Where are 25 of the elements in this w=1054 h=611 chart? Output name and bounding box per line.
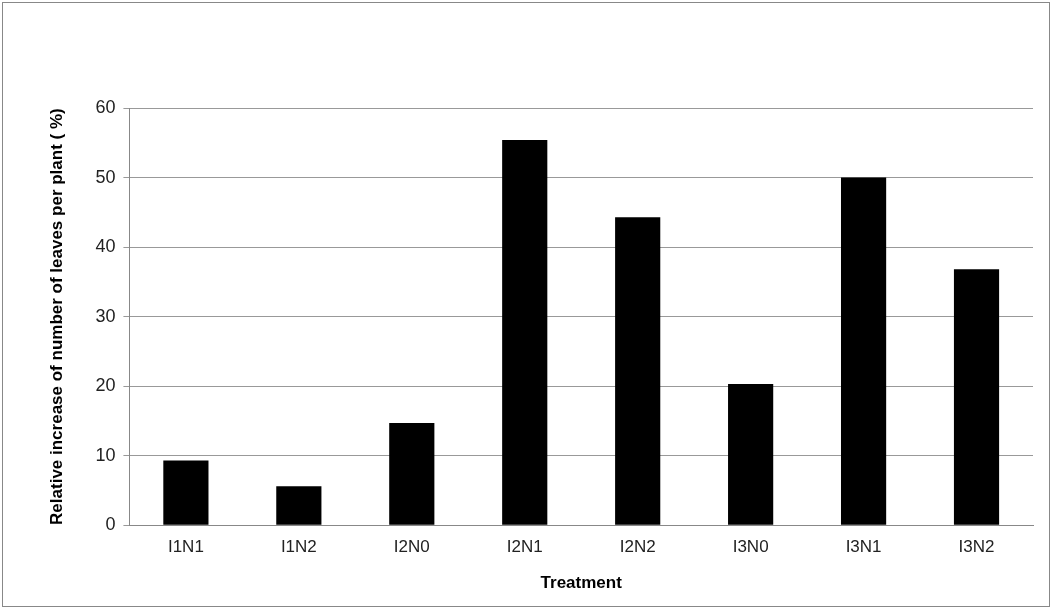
y-tick-label: 60 bbox=[95, 96, 116, 117]
bar bbox=[276, 486, 322, 525]
bar bbox=[615, 217, 661, 525]
x-tick-label: I3N0 bbox=[732, 537, 769, 557]
x-tick-label: I3N1 bbox=[845, 537, 882, 557]
bar bbox=[163, 460, 209, 525]
x-tick-label: I2N1 bbox=[506, 537, 543, 557]
bar bbox=[728, 384, 774, 525]
bar bbox=[389, 422, 435, 525]
y-tick-label: 50 bbox=[95, 166, 116, 187]
x-tick-label: I2N2 bbox=[619, 537, 656, 557]
y-tick-label: 30 bbox=[95, 305, 116, 326]
x-tick-label: I1N1 bbox=[167, 537, 204, 557]
x-axis-title: Treatment bbox=[540, 573, 623, 593]
bar bbox=[840, 177, 887, 525]
y-tick-label: 10 bbox=[95, 444, 116, 465]
x-tick-label: I3N2 bbox=[958, 537, 995, 557]
bar bbox=[502, 139, 548, 525]
y-tick-label: 20 bbox=[95, 375, 116, 396]
y-axis-title: Relative increase of number of leaves per plant ( %) bbox=[46, 108, 66, 525]
bar bbox=[953, 269, 1000, 525]
x-tick-label: I2N0 bbox=[393, 537, 430, 557]
y-tick-label: 0 bbox=[105, 514, 116, 535]
x-tick-label: I1N2 bbox=[280, 537, 317, 557]
y-tick-label: 40 bbox=[95, 236, 116, 257]
